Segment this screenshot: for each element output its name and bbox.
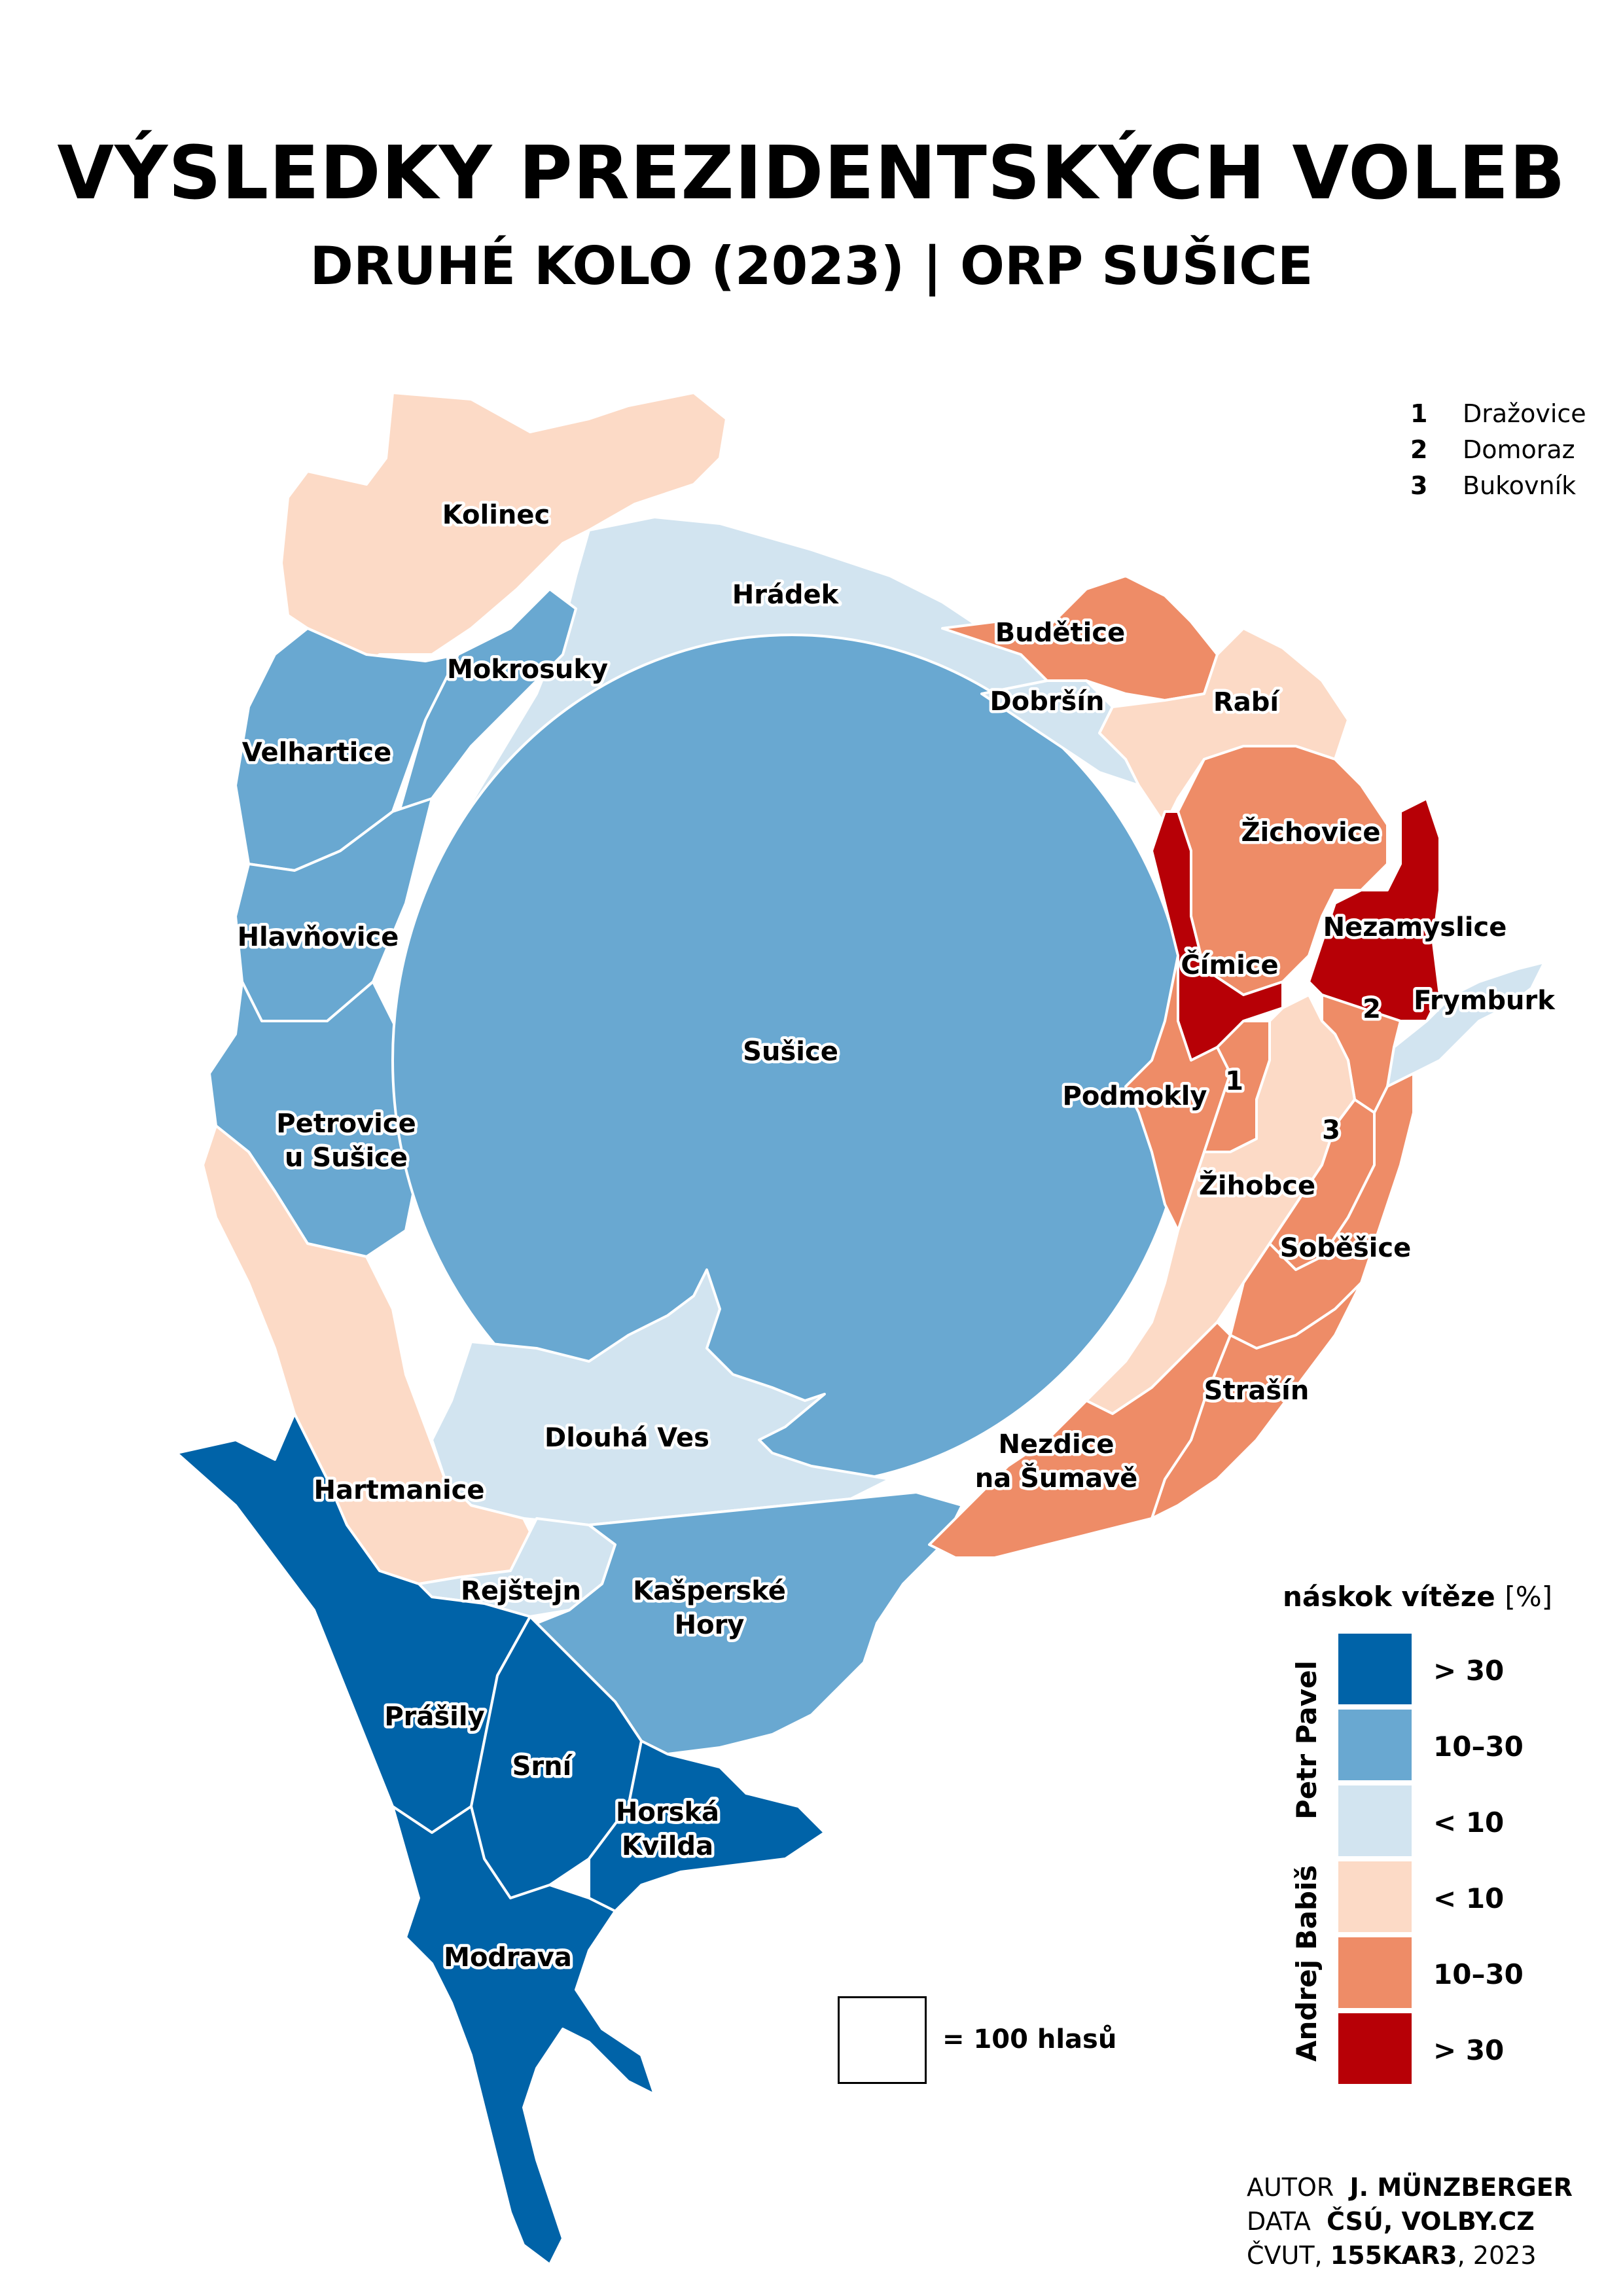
key-item-2: 2 Domoraz [1410, 435, 1575, 464]
credit-course: ČVUT, 155KAR3, 2023 [1247, 2241, 1537, 2270]
key-item-3: 3 Bukovník [1410, 471, 1576, 500]
credit-year: 2023 [1472, 2241, 1537, 2270]
legend-title: náskok vítěze [%] [1283, 1581, 1552, 1613]
label-nezdice-line1: Nezdice [998, 1429, 1114, 1460]
region-nezdice[interactable] [928, 1321, 1232, 1559]
key-number: 2 [1410, 435, 1428, 464]
label-podmokly: Podmokly [1063, 1081, 1207, 1111]
label-budetice: Budětice [995, 618, 1125, 648]
label-nezdice-line2: na Šumavě [975, 1462, 1138, 1494]
credit-data-key: DATA [1247, 2207, 1311, 2236]
label-cimice: Čímice [1181, 949, 1278, 980]
credit-course-code: 155KAR3 [1330, 2241, 1457, 2270]
credit-author: AUTOR J. MÜNZBERGER [1247, 2173, 1573, 2202]
region-kolinec[interactable] [280, 391, 728, 682]
label-horska-line1: Horská [616, 1797, 719, 1827]
label-hartmanice: Hartmanice [313, 1475, 484, 1505]
map-title: VÝSLEDKY PREZIDENTSKÝCH VOLEB [57, 131, 1566, 216]
legend-label-babis-10-30: 10–30 [1433, 1958, 1524, 1990]
label-rabi: Rabí [1213, 687, 1280, 717]
label-srni: Srní [512, 1751, 573, 1782]
credit-author-value: J. MÜNZBERGER [1349, 2173, 1573, 2202]
label-kasperske-line1: Kašperské [633, 1576, 786, 1606]
legend-swatch-babis-lt10 [1338, 1861, 1412, 1932]
label-zichovice: Žichovice [1241, 816, 1380, 848]
label-petrovice-line1: Petrovice [276, 1109, 416, 1139]
credit-data-value: ČSÚ, VOLBY.CZ [1327, 2207, 1535, 2236]
label-prasily: Prášily [384, 1702, 484, 1732]
legend-unit: [%] [1505, 1581, 1553, 1613]
label-horska-line2: Kvilda [622, 1831, 713, 1861]
credit-author-key: AUTOR [1247, 2173, 1334, 2202]
region-hlavnovice[interactable] [234, 797, 433, 1022]
legend-swatch-pavel-lt10 [1338, 1785, 1412, 1856]
credit-school: ČVUT, [1247, 2241, 1323, 2270]
label-number-2: 2 [1363, 994, 1381, 1024]
label-kasperske-line2: Hory [675, 1610, 745, 1640]
key-number: 1 [1410, 399, 1428, 428]
label-nezamyslice: Nezamyslice [1323, 912, 1507, 942]
legend-candidate-babis: Andrej Babiš [1291, 1865, 1323, 2062]
map-subtitle: DRUHÉ KOLO (2023) | ORP SUŠICE [310, 236, 1313, 296]
label-modrava: Modrava [444, 1943, 572, 1973]
label-mokrosuky: Mokrosuky [447, 655, 608, 685]
label-sobesice: Soběšice [1280, 1233, 1411, 1263]
legend-label-pavel-gt30: > 30 [1433, 1655, 1505, 1687]
legend-title-text: náskok vítěze [1283, 1581, 1495, 1613]
label-zihobce: Žihobce [1199, 1170, 1315, 1201]
label-number-1: 1 [1225, 1066, 1243, 1096]
label-velhartice: Velhartice [242, 738, 391, 768]
key-item-1: 1 Dražovice [1410, 399, 1586, 428]
label-susice: Sušice [743, 1037, 838, 1067]
key-number: 3 [1410, 471, 1428, 500]
label-hlavnovice: Hlavňovice [238, 922, 399, 952]
label-strasin: Strašín [1204, 1376, 1310, 1406]
key-name: Dražovice [1463, 399, 1586, 428]
legend-swatch-babis-gt30 [1338, 2013, 1412, 2084]
legend-label-babis-lt10: < 10 [1433, 1882, 1505, 1914]
scale-square [838, 1996, 927, 2084]
scale-label: = 100 hlasů [942, 2024, 1117, 2054]
region-modrava[interactable] [391, 1805, 656, 2266]
label-frymburk: Frymburk [1414, 986, 1556, 1016]
key-name: Bukovník [1463, 471, 1577, 500]
label-hradek: Hrádek [732, 580, 840, 610]
legend-swatch-pavel-gt30 [1338, 1634, 1412, 1704]
legend-label-pavel-10-30: 10–30 [1433, 1731, 1524, 1763]
legend-candidate-pavel: Petr Pavel [1291, 1660, 1323, 1820]
legend-swatch-babis-10-30 [1338, 1937, 1412, 2008]
label-rejstejn: Rejštejn [461, 1576, 581, 1606]
label-dlouha-ves: Dlouhá Ves [544, 1423, 709, 1453]
label-number-3: 3 [1322, 1115, 1340, 1145]
legend-swatch-pavel-10-30 [1338, 1710, 1412, 1780]
key-name: Domoraz [1463, 435, 1575, 464]
label-kolinec: Kolinec [442, 500, 550, 530]
legend-label-pavel-lt10: < 10 [1433, 1806, 1505, 1839]
region-horska-kvilda[interactable] [588, 1740, 826, 1912]
region-kasperske-hory[interactable] [535, 1491, 963, 1755]
label-dobrsin: Dobršín [990, 687, 1104, 717]
legend-label-babis-gt30: > 30 [1433, 2034, 1505, 2066]
credit-data: DATA ČSÚ, VOLBY.CZ [1247, 2207, 1535, 2236]
label-petrovice-line2: u Sušice [285, 1143, 408, 1173]
